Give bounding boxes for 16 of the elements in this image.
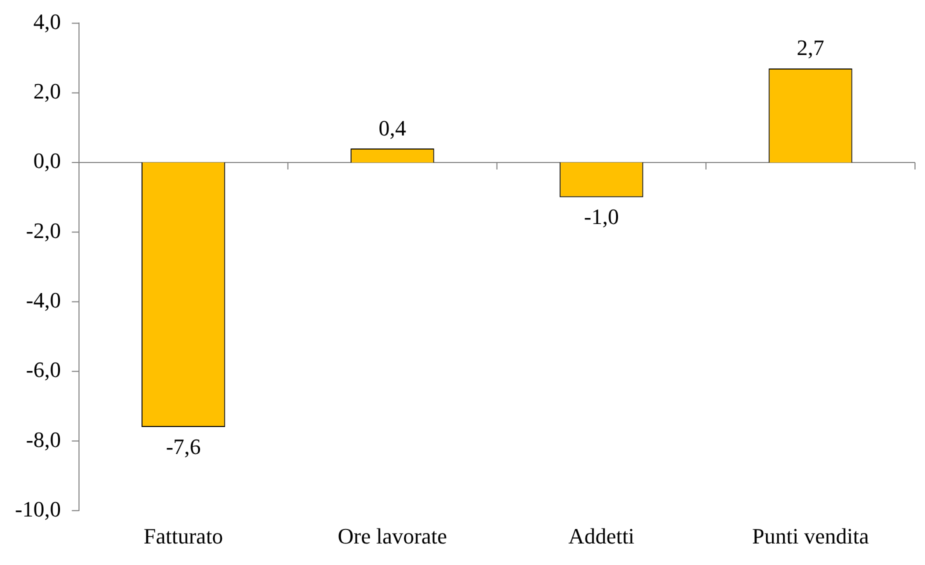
x-tick-label: Punti vendita [752,524,870,549]
data-label: -7,6 [166,434,201,459]
y-tick-label: 0,0 [33,148,61,174]
y-tick-label: -8,0 [26,426,61,452]
x-tick-label: Ore lavorate [338,524,448,549]
y-tick-label: -4,0 [26,287,61,312]
data-label: -1,0 [584,204,619,230]
y-tick-label: -10,0 [15,496,61,522]
data-label: 2,7 [796,35,824,60]
y-tick-label: 2,0 [33,78,61,104]
x-tick-label: Addetti [568,524,634,549]
y-tick-label: -2,0 [26,218,61,243]
y-tick-label: -6,0 [26,357,61,382]
y-tick-label: 4,0 [33,8,61,34]
x-tick-label: Fatturato [144,524,224,549]
data-label: 0,4 [378,115,406,140]
